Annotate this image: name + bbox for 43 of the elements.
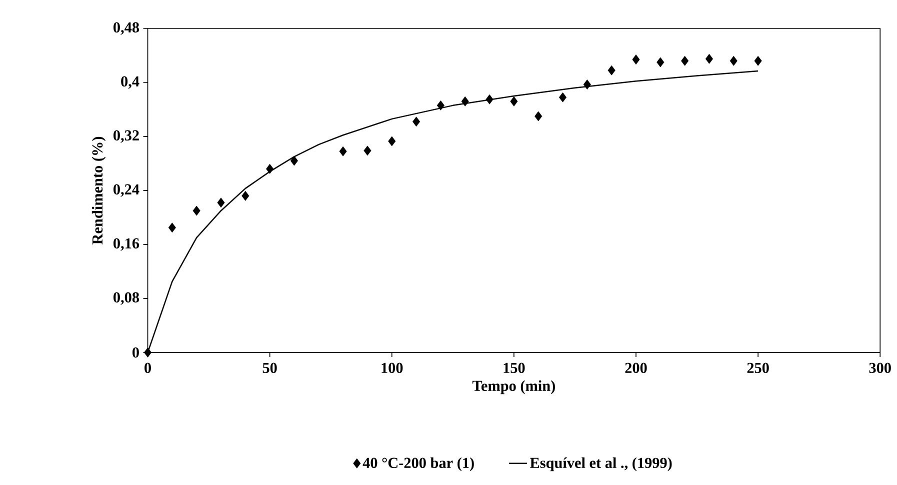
point bbox=[364, 145, 372, 156]
y-tick-label: 0,32 bbox=[114, 130, 139, 143]
point bbox=[730, 56, 738, 66]
point bbox=[632, 54, 640, 64]
point bbox=[242, 190, 250, 201]
point bbox=[461, 96, 469, 106]
point bbox=[486, 94, 494, 104]
point bbox=[656, 57, 664, 67]
point bbox=[412, 116, 420, 126]
point bbox=[681, 56, 689, 66]
point bbox=[217, 197, 225, 208]
y-tick-label: 0 bbox=[132, 347, 139, 358]
x-axis-title: Tempo (min) bbox=[472, 380, 555, 394]
point bbox=[583, 79, 591, 90]
point bbox=[510, 96, 518, 106]
x-tick-label: 250 bbox=[747, 362, 769, 373]
x-tick-label: 50 bbox=[262, 362, 277, 373]
y-tick-label: 0,16 bbox=[114, 238, 140, 250]
point bbox=[266, 164, 274, 174]
y-axis-title: Rendimento (%) bbox=[92, 136, 106, 244]
point bbox=[558, 92, 567, 102]
point bbox=[192, 206, 200, 216]
point bbox=[144, 347, 152, 358]
legend-label: Esquível et al ., (1999) bbox=[530, 457, 672, 471]
point bbox=[534, 111, 542, 121]
x-tick-label: 200 bbox=[625, 362, 647, 373]
point bbox=[608, 65, 616, 76]
x-tick-label: 100 bbox=[382, 362, 403, 373]
y-tick-label: 0,4 bbox=[121, 76, 140, 89]
point bbox=[388, 136, 396, 146]
legend-label: 40 °C-200 bar (1) bbox=[362, 457, 474, 471]
x-tick-label: 150 bbox=[504, 362, 525, 373]
y-tick-label: 0,48 bbox=[114, 22, 140, 35]
point bbox=[168, 222, 176, 232]
y-tick-label: 0,08 bbox=[114, 292, 140, 304]
point bbox=[754, 56, 762, 66]
x-tick-label: 300 bbox=[869, 362, 891, 373]
point bbox=[339, 146, 347, 156]
point bbox=[436, 100, 444, 110]
x-tick-label: 0 bbox=[144, 362, 151, 373]
y-tick-label: 0,24 bbox=[114, 184, 140, 196]
point bbox=[290, 156, 298, 166]
point bbox=[705, 54, 713, 64]
